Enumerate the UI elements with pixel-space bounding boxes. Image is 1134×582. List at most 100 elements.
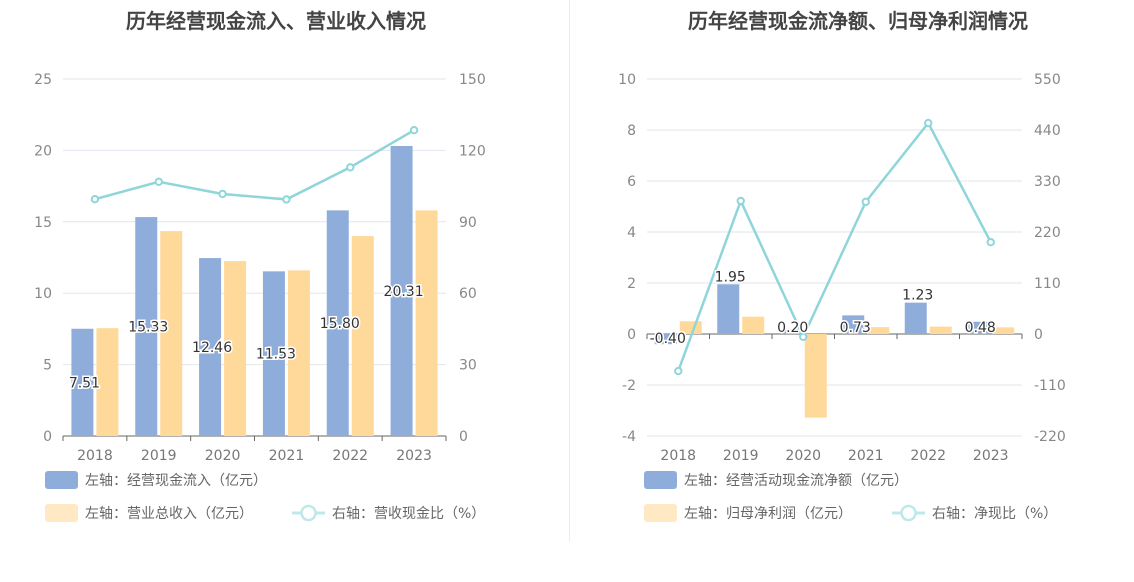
ratio-line-point [674,366,683,376]
y-left-tick-label: 4 [627,225,636,241]
legend-swatch [644,471,677,489]
legend-label: 左轴：经营活动现金流净额（亿元） [684,473,908,489]
y-left-tick-label: 10 [34,286,52,302]
y-left-tick-label: 2 [627,276,636,292]
legend-item: 左轴：营业总收入（亿元） [45,504,253,522]
ratio-line-point [986,238,995,247]
legend-label: 右轴：营收现金比（%） [332,506,485,522]
bar-data-label: 15.33 [128,320,168,336]
legend-swatch [644,504,677,522]
y-right-tick-label: 0 [1034,327,1043,343]
ratio-line [677,120,992,372]
bar-primary [967,321,990,334]
ratio-line-point [924,118,933,128]
x-tick-label: 2021 [269,448,305,464]
x-tick-label: 2019 [141,448,177,464]
bar-data-label: 11.53 [256,347,296,363]
chart-divider [569,0,570,542]
bar-primary [717,284,740,334]
bar-secondary [992,327,1015,334]
bar-data-label: 7.51 [69,375,100,391]
x-tick-label: 2018 [77,448,113,464]
y-right-tick-label: 150 [459,72,486,88]
chart-title: 历年经营现金流净额、归母净利润情况 [688,9,1028,33]
ratio-line-point [154,177,163,187]
y-left-tick-label: 10 [618,72,636,88]
bar-data-label: 0.20 [777,320,808,336]
x-tick-label: 2023 [973,448,1009,464]
y-right-tick-label: 0 [459,429,468,445]
legend-item: 左轴：归母净利润（亿元） [644,504,852,522]
y-right-tick-label: 110 [1034,276,1061,292]
y-right-tick-label: 90 [459,215,477,231]
bar-secondary [804,334,827,418]
chart-1: 历年经营现金流入、营业收入情况 0 0 5 30 10 60 15 90 20 120 25 150 20… [34,9,486,522]
legend-label: 右轴：净现比（%） [932,506,1057,522]
y-right-tick-label: 30 [459,358,477,374]
legend-label: 左轴：归母净利润（亿元） [684,505,852,522]
legend-item: 左轴：经营现金流入（亿元） [45,471,267,489]
bar-data-label: 0.73 [840,320,871,336]
bar-secondary [351,236,374,436]
bar-primary [842,315,865,334]
y-right-tick-label: 550 [1034,72,1061,88]
bar-primary [262,271,285,436]
y-right-tick-label: 220 [1034,225,1061,241]
chart-2: 历年经营现金流净额、归母净利润情况 -4 -220 -2 -110 0 0 2 110 4 220 6… [618,9,1066,522]
legend-line-marker [900,504,917,522]
bar-primary [654,334,677,345]
x-tick-label: 2023 [396,448,432,464]
ratio-line-point [799,332,808,341]
x-tick-label: 2020 [785,448,821,464]
bar-data-label: 20.31 [384,284,424,300]
x-tick-label: 2021 [848,448,884,464]
ratio-line-point [282,195,291,204]
x-tick-label: 2018 [660,448,696,464]
x-tick-label: 2022 [910,448,946,464]
y-right-tick-label: -110 [1034,378,1066,394]
bar-primary [326,210,349,436]
legend-line-marker [300,504,317,522]
legend-swatch [45,471,78,489]
y-left-tick-label: -4 [622,429,636,445]
bar-primary [904,302,927,334]
bar-data-label: -0.40 [650,331,686,347]
bar-secondary [415,210,438,436]
y-left-tick-label: -2 [622,378,636,394]
bar-secondary [96,328,119,436]
bar-primary [779,328,802,334]
ratio-line-point [218,189,227,199]
y-left-tick-label: 0 [627,327,636,343]
y-right-tick-label: -220 [1034,429,1066,445]
bar-secondary [929,326,952,334]
bar-primary [199,258,222,436]
legend-item: 左轴：经营活动现金流净额（亿元） [644,471,908,489]
y-left-tick-label: 8 [627,123,636,139]
y-right-tick-label: 440 [1034,123,1061,139]
legend-item: 右轴：净现比（%） [892,504,1057,522]
legend-item: 右轴：营收现金比（%） [292,504,485,522]
y-right-tick-label: 120 [459,143,486,159]
y-left-tick-label: 6 [627,174,636,190]
y-left-tick-label: 0 [43,429,52,445]
bar-data-label: 12.46 [192,340,232,356]
legend-label: 左轴：营业总收入（亿元） [85,506,253,522]
bar-data-label: 15.80 [320,316,360,332]
bar-data-label: 1.95 [715,269,746,285]
y-left-tick-label: 5 [43,358,52,374]
bar-data-label: 1.23 [902,288,933,304]
y-right-tick-label: 60 [459,286,477,302]
bar-data-label: 0.48 [965,320,996,336]
x-tick-label: 2020 [205,448,241,464]
legend-swatch [45,504,78,522]
bar-primary [390,145,413,436]
y-left-tick-label: 25 [34,72,52,88]
x-tick-label: 2019 [723,448,759,464]
legend-label: 左轴：经营现金流入（亿元） [85,473,267,489]
y-left-tick-label: 20 [34,143,52,159]
chart-title: 历年经营现金流入、营业收入情况 [126,9,426,33]
y-right-tick-label: 330 [1034,174,1061,190]
bar-secondary [287,270,310,436]
